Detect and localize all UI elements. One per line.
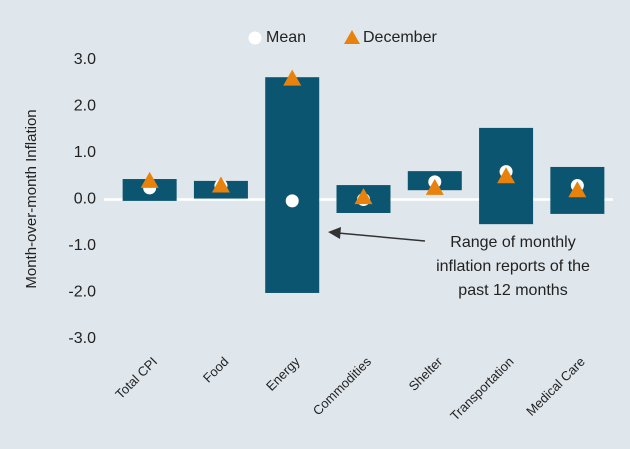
y-tick-label: 1.0 bbox=[74, 144, 96, 161]
legend-label: Mean bbox=[266, 29, 306, 46]
y-tick-label: -1.0 bbox=[68, 237, 96, 254]
range-bar bbox=[265, 77, 320, 293]
legend-marker bbox=[344, 30, 360, 44]
annotation: past 12 months bbox=[458, 282, 567, 299]
y-tick-label: 0.0 bbox=[74, 191, 96, 208]
december-marker bbox=[497, 167, 516, 184]
y-tick-label: 3.0 bbox=[74, 51, 96, 68]
legend-marker bbox=[248, 31, 262, 45]
mean-marker bbox=[285, 194, 299, 208]
y-tick-label: -2.0 bbox=[68, 284, 96, 301]
december-marker bbox=[425, 178, 444, 195]
december-marker bbox=[568, 181, 587, 198]
legend-label: December bbox=[363, 29, 437, 46]
december-marker bbox=[283, 69, 302, 86]
december-marker bbox=[354, 188, 373, 205]
annotation-arrow bbox=[337, 232, 426, 242]
y-tick-label: -3.0 bbox=[68, 330, 96, 347]
y-tick-label: 2.0 bbox=[74, 98, 96, 115]
december-marker bbox=[140, 171, 159, 188]
y-axis-label: Month-over-month Inflation bbox=[23, 109, 40, 288]
annotation-arrowhead bbox=[328, 227, 341, 239]
annotation: inflation reports of the bbox=[436, 258, 590, 275]
december-marker bbox=[211, 176, 230, 193]
annotation: Range of monthly bbox=[450, 234, 575, 251]
